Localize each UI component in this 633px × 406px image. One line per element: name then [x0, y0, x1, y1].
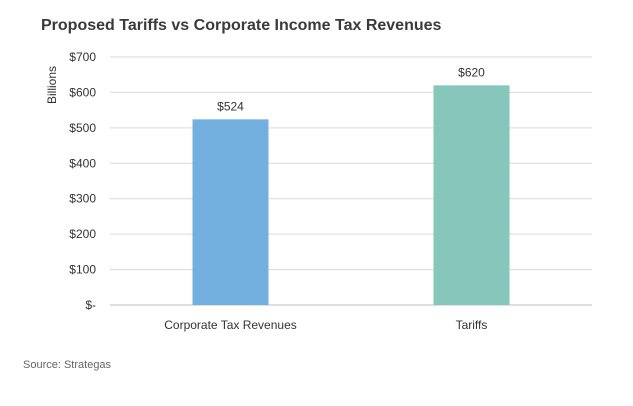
source-note: Source: Strategas	[23, 359, 112, 371]
y-tick-label: $400	[69, 156, 96, 170]
y-axis-label: Billions	[45, 66, 59, 104]
x-category-label: Corporate Tax Revenues	[164, 318, 297, 332]
y-axis-ticks: $- $100 $200 $300 $400 $500 $600 $700	[69, 50, 96, 312]
data-label-1: $524	[217, 99, 244, 113]
data-labels: $524 $620	[217, 65, 485, 113]
y-tick-label: $500	[69, 121, 96, 135]
x-category-label: Tariffs	[456, 318, 488, 332]
y-tick-label: $-	[85, 298, 96, 312]
y-tick-label: $100	[69, 263, 96, 277]
y-tick-label: $200	[69, 227, 96, 241]
gridlines	[110, 56, 592, 306]
y-tick-label: $700	[69, 50, 96, 64]
bar-1	[192, 119, 269, 306]
x-axis-categories: Corporate Tax Revenues Tariffs	[164, 318, 487, 332]
bar-2	[433, 85, 510, 305]
y-tick-label: $600	[69, 85, 96, 99]
bars	[192, 85, 510, 306]
chart-title: Proposed Tariffs vs Corporate Income Tax…	[41, 17, 442, 34]
data-label-2: $620	[458, 65, 485, 79]
y-tick-label: $300	[69, 192, 96, 206]
